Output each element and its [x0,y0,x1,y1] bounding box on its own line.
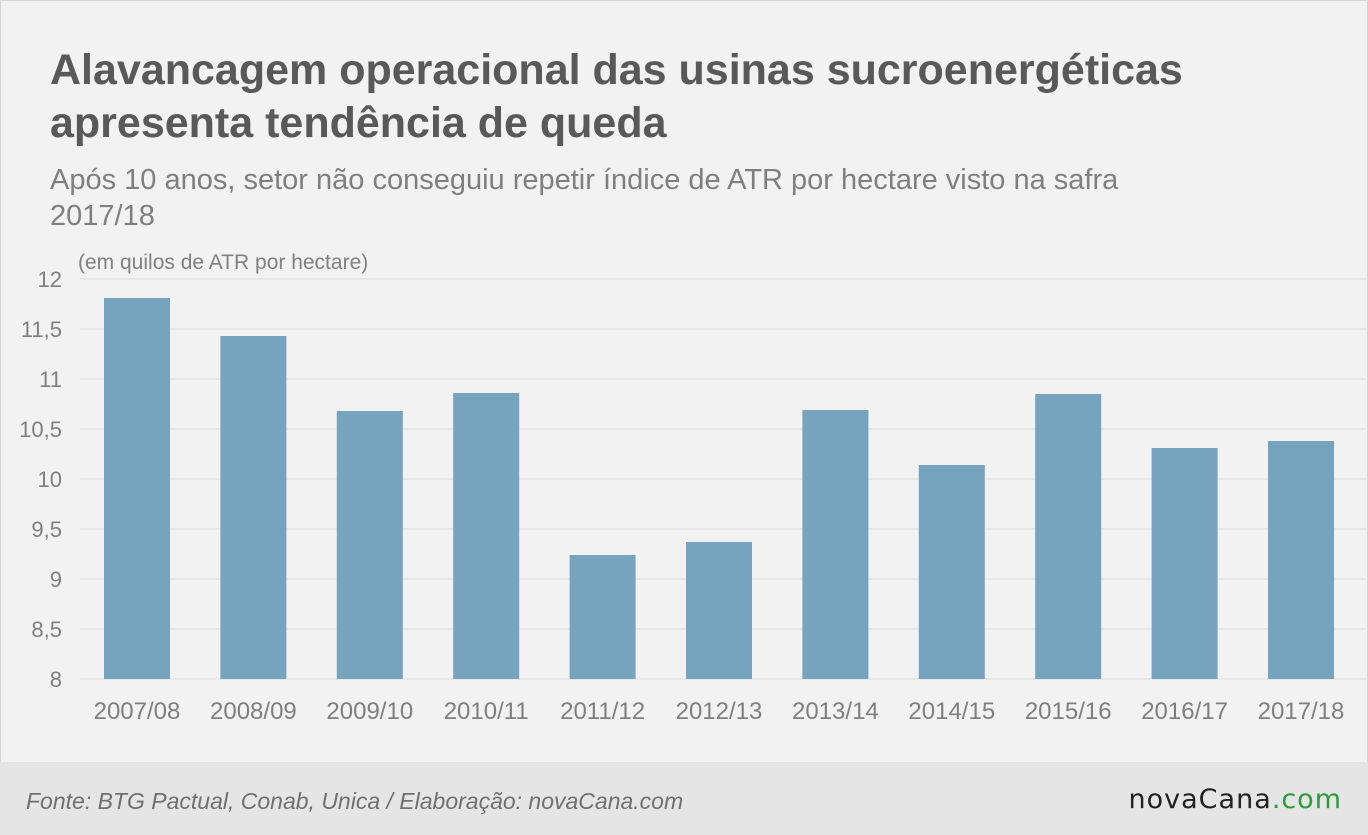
bar-2017-18 [1268,441,1334,679]
logo-suffix-text: .com [1271,784,1342,815]
y-tick-label: 8 [50,667,62,692]
chart-subtitle: Após 10 anos, setor não conseguiu repeti… [50,164,1119,232]
y-tick-label: 11 [39,367,62,392]
bar-2012-13 [686,542,752,679]
x-tick-label: 2014/15 [908,698,995,725]
bar-2016-17 [1151,448,1218,679]
bars [104,298,1334,679]
x-tick-label: 2013/14 [792,698,879,725]
footer: Fonte: BTG Pactual, Conab, Unica / Elabo… [0,762,1368,835]
x-tick-label: 2007/08 [94,698,181,725]
source-note: Fonte: BTG Pactual, Conab, Unica / Elabo… [26,788,684,814]
bar-2015-16 [1035,394,1102,679]
y-tick-label: 12 [38,267,62,292]
y-axis-unit-label: (em quilos de ATR por hectare) [78,251,369,274]
x-tick-label: 2012/13 [676,698,763,725]
x-tick-label: 2008/09 [210,698,297,725]
chart-title: Alavancagem operacional das usinas sucro… [50,46,1183,147]
x-tick-label: 2016/17 [1141,698,1228,725]
x-tick-label: 2011/12 [560,698,645,725]
y-axis-ticks: 8 8,5 9 9,5 10 10,5 11 11,5 12 [19,267,62,692]
bar-2013-14 [802,410,869,679]
novacana-logo: novaCana.com [1129,784,1342,815]
bar-2007-08 [104,298,170,679]
y-tick-label: 11,5 [21,317,62,342]
x-axis-ticks: 2007/08 2008/09 2009/10 2010/11 2011/12 2012/… [94,698,1345,725]
bar-2011-12 [569,555,636,679]
bar-2009-10 [336,411,403,679]
bar-2008-09 [220,336,287,679]
logo-main-text: novaCana [1128,784,1272,815]
x-tick-label: 2009/10 [326,698,413,725]
y-tick-label: 10,5 [19,417,62,442]
y-tick-label: 9,5 [31,517,62,542]
y-tick-label: 8,5 [31,617,62,642]
x-tick-label: 2010/11 [444,698,529,725]
y-tick-label: 10 [38,467,62,492]
y-tick-label: 9 [50,567,62,592]
bar-2010-11 [453,393,520,679]
x-tick-label: 2015/16 [1025,698,1112,725]
bar-2014-15 [918,465,985,679]
x-tick-label: 2017/18 [1258,698,1345,725]
